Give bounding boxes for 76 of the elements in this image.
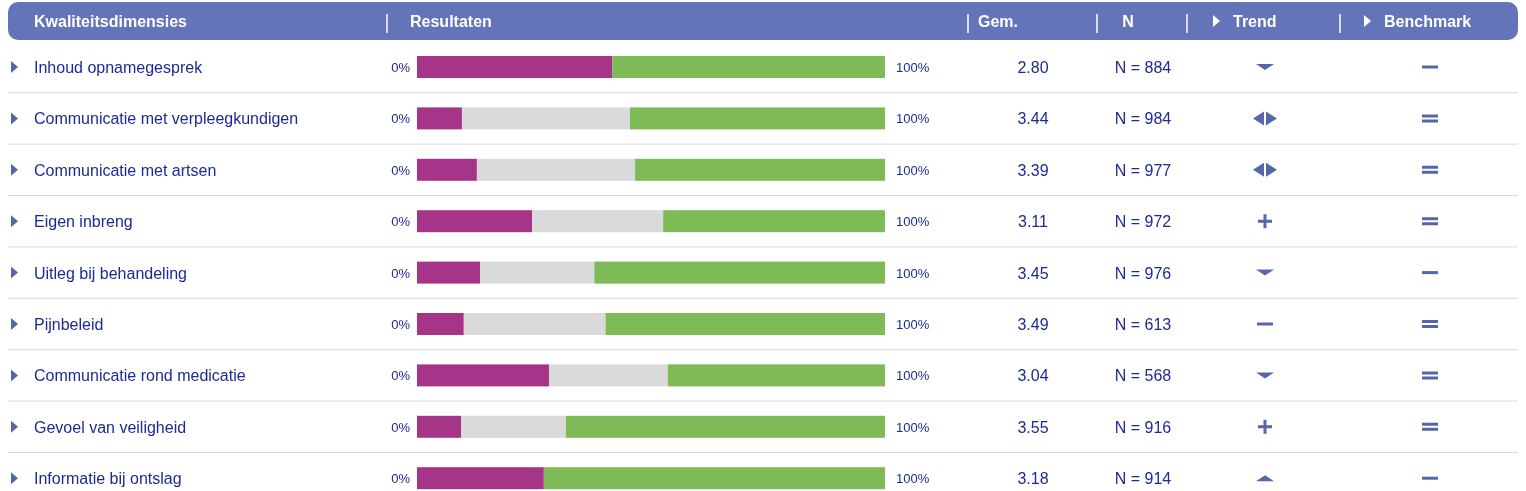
text: 100% (896, 214, 930, 230)
text: 0% (391, 317, 410, 332)
bar (667, 364, 885, 387)
bar (461, 107, 630, 130)
text: 2.80 (1017, 59, 1049, 76)
text: 0% (391, 162, 410, 178)
text: 0% (391, 368, 410, 384)
text: N = 976 (1114, 264, 1172, 282)
bar (565, 415, 885, 438)
text: N = 984 (1114, 110, 1172, 128)
y-tick-label: Communicatie met artsen (34, 161, 217, 179)
bar (543, 467, 885, 490)
text: N = 613 (1114, 316, 1172, 333)
bar (463, 313, 606, 335)
y-tick-label: Communicatie met verpleegkundigen (34, 110, 299, 128)
text: 3.55 (1017, 418, 1049, 436)
bar (480, 261, 595, 284)
y-tick-label: Eigen inbreng (34, 213, 133, 231)
text: 100% (896, 60, 930, 75)
text: 3.39 (1017, 161, 1049, 179)
bar (663, 210, 885, 233)
y-tick-label: Pijnbeleid (34, 316, 104, 333)
text: 3.44 (1017, 110, 1049, 128)
bar (612, 56, 885, 78)
text: 100% (896, 162, 930, 178)
text: 0% (391, 471, 410, 487)
bar (417, 56, 613, 78)
bar (417, 313, 464, 335)
bar (417, 364, 549, 387)
text: Benchmark (1384, 13, 1472, 30)
text: 100% (896, 111, 930, 127)
y-axis-title: Kwaliteitsdimensies (34, 13, 188, 30)
bar (635, 158, 885, 181)
text: N = 916 (1114, 418, 1172, 436)
bar (629, 107, 885, 130)
y-tick-label: Uitleg bij behandeling (34, 264, 187, 282)
text: N = 972 (1114, 213, 1172, 231)
bar (605, 313, 885, 335)
bar (594, 261, 885, 284)
text: Gem. (978, 13, 1019, 30)
y-tick-label: Informatie bij ontslag (34, 470, 182, 488)
text: N (1122, 13, 1134, 30)
y-tick-label: Inhoud opnamegesprek (34, 59, 204, 76)
text: N = 914 (1114, 470, 1172, 488)
bar (460, 415, 566, 438)
bar (532, 210, 664, 233)
text: 3.04 (1017, 367, 1049, 385)
text: 3.49 (1017, 316, 1049, 333)
text: 0% (391, 60, 411, 75)
bar (417, 261, 481, 284)
bar (548, 364, 668, 387)
text: 3.11 (1018, 213, 1049, 231)
bar (417, 210, 533, 233)
bar (417, 467, 544, 490)
text: N = 568 (1114, 367, 1172, 385)
text: 100% (896, 368, 930, 384)
text: 100% (896, 419, 930, 435)
text: 0% (391, 265, 410, 281)
text: 3.18 (1017, 470, 1049, 488)
bar (417, 415, 461, 438)
text: 0% (391, 214, 410, 230)
text: N = 884 (1114, 59, 1172, 76)
text: 0% (391, 419, 410, 435)
bar (476, 158, 636, 181)
y-tick-label: Communicatie rond medicatie (34, 367, 246, 385)
text: N = 977 (1114, 161, 1172, 179)
text: 0% (391, 111, 410, 127)
bar (417, 158, 477, 181)
text: 100% (896, 471, 930, 487)
text: 100% (896, 317, 930, 332)
text: Trend (1233, 13, 1277, 30)
bar (417, 107, 462, 130)
y-tick-label: Gevoel van veiligheid (34, 418, 187, 436)
x-axis-title: Resultaten (410, 13, 492, 30)
text: 100% (896, 265, 930, 281)
text: 3.45 (1017, 264, 1049, 282)
